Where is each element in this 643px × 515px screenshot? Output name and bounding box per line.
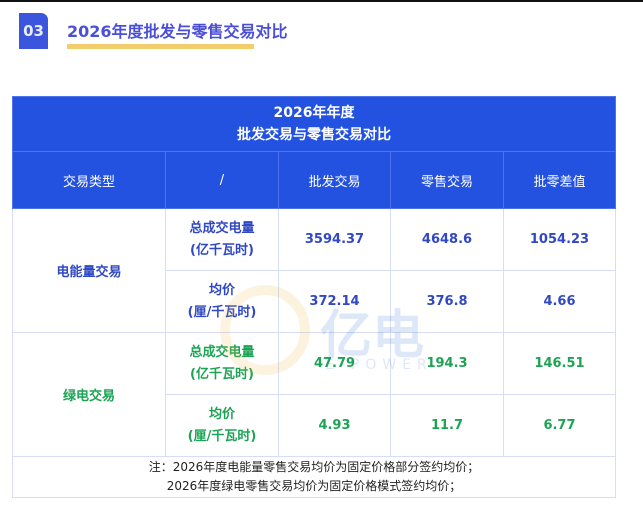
col-header-diff: 批零差值 — [503, 151, 616, 209]
section-number-badge: 03 — [19, 13, 48, 49]
note-cell: 注：2026年度电能量零售交易均价为固定价格部分签约均价； 2026年度绿电零售… — [12, 456, 616, 498]
metric-unit: (厘/千瓦时) — [187, 304, 257, 320]
metric-label: 总成交电量 — [189, 344, 255, 360]
caption-line-1: 2026年年度 — [273, 105, 355, 121]
note-line-2: 2026年度绿电零售交易均价为固定价格模式签约均价； — [166, 479, 462, 493]
table-caption-row: 2026年年度 批发交易与零售交易对比 — [12, 96, 616, 152]
trade-type-cell: 电能量交易 — [12, 208, 166, 333]
metric-cell: 总成交电量 (亿千瓦时) — [165, 208, 279, 271]
diff-value: 4.66 — [503, 270, 616, 333]
note-row: 注：2026年度电能量零售交易均价为固定价格部分签约均价； 2026年度绿电零售… — [12, 456, 616, 498]
col-header-slash: / — [165, 151, 279, 209]
trade-type-cell: 绿电交易 — [12, 332, 166, 457]
diff-value: 1054.23 — [503, 208, 616, 271]
col-header-wholesale: 批发交易 — [278, 151, 391, 209]
metric-unit: (亿千瓦时) — [190, 366, 254, 382]
retail-value: 376.8 — [390, 270, 504, 333]
metric-cell: 总成交电量 (亿千瓦时) — [165, 332, 279, 395]
wholesale-value: 47.79 — [278, 332, 391, 395]
metric-unit: (亿千瓦时) — [190, 242, 254, 258]
metric-unit: (厘/千瓦时) — [187, 428, 257, 444]
title-underline — [67, 44, 254, 49]
metric-label: 总成交电量 — [189, 220, 255, 236]
table-row: 均价 (厘/千瓦时) 372.14 376.8 4.66 — [13, 270, 616, 333]
col-header-type: 交易类型 — [12, 151, 166, 209]
retail-value: 194.3 — [390, 332, 504, 395]
metric-cell: 均价 (厘/千瓦时) — [165, 270, 279, 333]
column-header-row: 交易类型 / 批发交易 零售交易 批零差值 — [12, 151, 616, 209]
col-header-retail: 零售交易 — [390, 151, 504, 209]
wholesale-value: 4.93 — [278, 394, 391, 457]
top-border — [0, 0, 643, 2]
metric-label: 均价 — [208, 406, 235, 422]
diff-value: 6.77 — [503, 394, 616, 457]
diff-value: 146.51 — [503, 332, 616, 395]
table-row: 绿电交易 总成交电量 (亿千瓦时) 47.79 194.3 146.51 — [12, 332, 616, 457]
note-line-1: 注：2026年度电能量零售交易均价为固定价格部分签约均价； — [148, 460, 480, 474]
wholesale-value: 372.14 — [278, 270, 391, 333]
retail-value: 4648.6 — [390, 208, 504, 271]
comparison-table: 2026年年度 批发交易与零售交易对比 交易类型 / 批发交易 零售交易 批零差… — [12, 96, 616, 498]
metric-cell: 均价 (厘/千瓦时) — [165, 394, 279, 457]
wholesale-value: 3594.37 — [278, 208, 391, 271]
table-row: 均价 (厘/千瓦时) 4.93 11.7 6.77 — [13, 394, 616, 457]
table-caption: 2026年年度 批发交易与零售交易对比 — [12, 96, 616, 152]
table-row: 电能量交易 总成交电量 (亿千瓦时) 3594.37 4648.6 1054.23 — [12, 208, 616, 333]
section-title: 2026年度批发与零售交易对比 — [67, 22, 288, 41]
caption-line-2: 批发交易与零售交易对比 — [237, 127, 391, 143]
retail-value: 11.7 — [390, 394, 504, 457]
metric-label: 均价 — [208, 282, 235, 298]
